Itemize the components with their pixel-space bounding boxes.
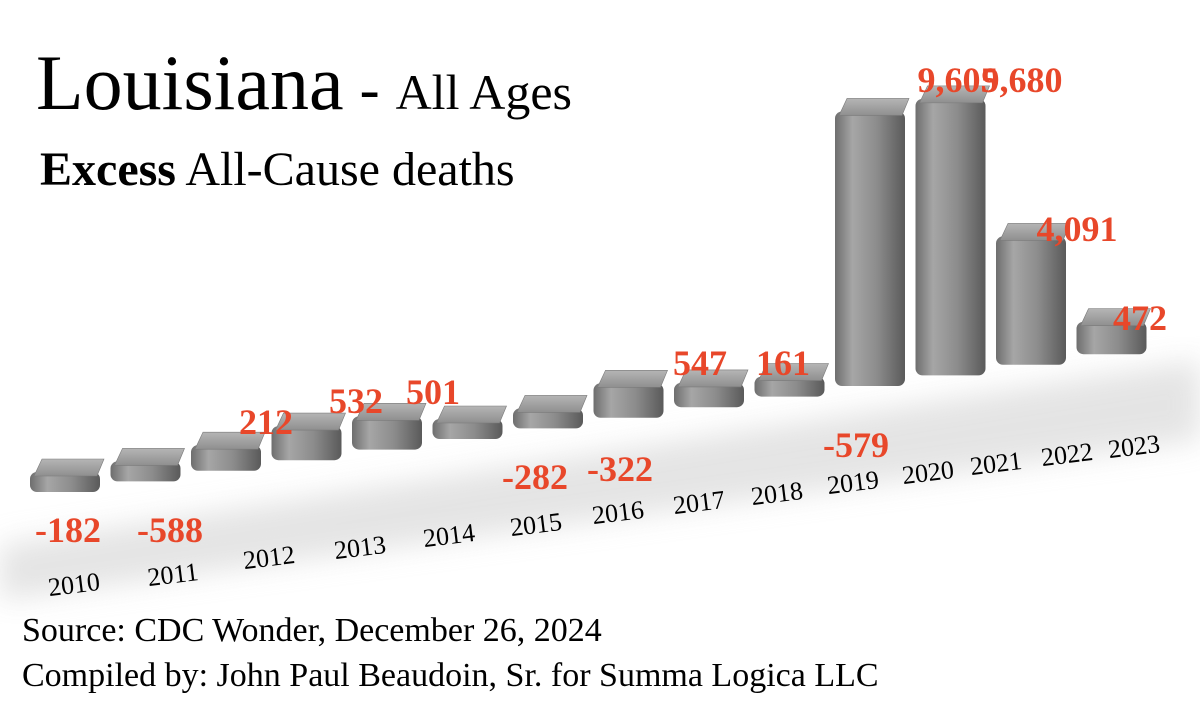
- bar-top-2010: [33, 458, 105, 477]
- bar-top-2023: [1080, 308, 1151, 326]
- x-tick-2023: 2023: [1106, 429, 1161, 464]
- bar-2022: [996, 223, 1071, 365]
- bar-2012: [191, 431, 266, 471]
- bar-2015: [432, 405, 507, 439]
- data-label-2017: 547: [673, 343, 727, 383]
- subtitle-bold: Excess: [40, 143, 176, 196]
- bar-top-2016: [516, 395, 588, 413]
- data-label-2019: -579: [823, 425, 889, 465]
- bar-top-2013: [275, 412, 346, 431]
- data-label-2011: -588: [137, 510, 203, 550]
- x-tick-2019: 2019: [825, 465, 880, 500]
- bar-2017: [593, 370, 668, 418]
- x-tick-labels: 2010 2011 2012 2013 2014 2015 2016 2017 2018 2019…: [46, 429, 1161, 602]
- bar-2013: [271, 412, 346, 461]
- bar-top-2014: [355, 403, 427, 421]
- title-age-group: All Ages: [395, 64, 572, 120]
- bar-front-2023: [1076, 321, 1147, 355]
- bar-front-2022: [996, 236, 1066, 365]
- x-tick-2010: 2010: [46, 567, 101, 602]
- data-label-2020: 9,605: [918, 60, 999, 100]
- data-label-2022: 4,091: [1037, 209, 1118, 249]
- bar-2021: [915, 85, 990, 376]
- x-tick-2011: 2011: [146, 557, 200, 592]
- bar-2023: [1076, 308, 1151, 355]
- x-tick-2021: 2021: [968, 446, 1023, 481]
- x-tick-2015: 2015: [508, 507, 563, 542]
- x-tick-2012: 2012: [241, 540, 296, 575]
- data-label-2016: -322: [587, 449, 653, 489]
- bar-top-2018: [677, 369, 749, 388]
- title-separator: -: [359, 56, 380, 122]
- bar-top-2017: [597, 370, 668, 388]
- data-labels: -182 -588 212 532 501 -282 -322 547 161 -579 9,605…: [35, 60, 1167, 550]
- title-state: Louisiana: [36, 39, 344, 126]
- bar-2020: [835, 98, 910, 386]
- bar-top-2015: [436, 405, 507, 424]
- bar-front-2011: [110, 461, 181, 482]
- bar-front-2017: [593, 383, 664, 418]
- x-tick-2022: 2022: [1039, 437, 1094, 472]
- bar-front-2014: [352, 416, 422, 450]
- bar-2011: [110, 448, 185, 482]
- data-label-2023: 472: [1113, 298, 1167, 338]
- bars: [30, 85, 1151, 492]
- chart-subtitle: Excess All-Cause deaths: [40, 142, 515, 197]
- bar-front-2015: [432, 419, 503, 439]
- bar-front-2019: [754, 376, 825, 397]
- x-tick-2013: 2013: [332, 530, 387, 565]
- bar-top-2020: [838, 98, 910, 116]
- bar-2016: [513, 395, 588, 429]
- bar-front-2010: [30, 472, 100, 492]
- bar-front-2016: [513, 408, 583, 429]
- bar-2018: [674, 369, 749, 408]
- bar-front-2012: [191, 445, 261, 471]
- bar-top-2019: [758, 363, 829, 381]
- bar-front-2018: [674, 382, 744, 408]
- x-tick-2016: 2016: [590, 495, 645, 530]
- data-label-2013: 532: [329, 381, 383, 421]
- x-tick-2014: 2014: [421, 518, 476, 553]
- data-label-2015: -282: [502, 457, 568, 497]
- x-tick-2020: 2020: [900, 455, 955, 490]
- bar-front-2013: [271, 426, 342, 461]
- bar-top-2022: [999, 223, 1071, 241]
- x-tick-2018: 2018: [749, 476, 804, 511]
- bar-2014: [352, 403, 427, 450]
- subtitle-rest: All-Cause deaths: [185, 143, 515, 196]
- shadow-band: [0, 360, 1200, 600]
- credit-note: Compiled by: John Paul Beaudoin, Sr. for…: [22, 657, 879, 694]
- source-note: Source: CDC Wonder, December 26, 2024: [22, 612, 602, 649]
- data-label-2012: 212: [239, 402, 293, 442]
- bar-top-2011: [114, 448, 185, 466]
- bar-front-2020: [835, 111, 905, 386]
- data-label-2014: 501: [406, 372, 460, 412]
- data-label-2021: 9,680: [982, 60, 1063, 100]
- data-label-2010: -182: [35, 510, 101, 550]
- bar-top-2021: [919, 85, 990, 104]
- x-tick-2017: 2017: [671, 485, 726, 520]
- floor-shadow: [0, 360, 1200, 600]
- chart-title: Louisiana - All Ages: [36, 38, 572, 128]
- bar-top-2012: [194, 431, 266, 450]
- bar-2010: [30, 458, 105, 492]
- data-label-2018: 161: [756, 343, 810, 383]
- bar-front-2021: [915, 98, 986, 376]
- bar-2019: [754, 363, 829, 397]
